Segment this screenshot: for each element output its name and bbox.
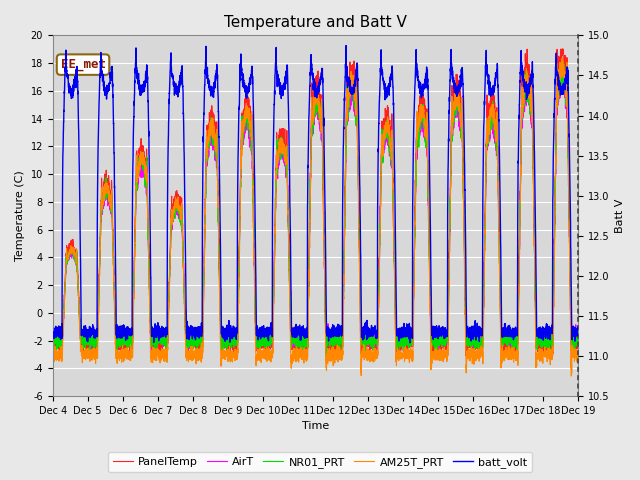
batt_volt	[406, 340, 414, 346]
AirT	[557, 61, 564, 67]
PanelTemp	[574, 336, 582, 341]
AirT	[463, 341, 470, 347]
AM25T_PRT	[463, 357, 470, 363]
batt_volt	[143, 71, 151, 76]
NR01_PRT	[322, 354, 330, 360]
PanelTemp	[296, 337, 303, 343]
AirT	[404, 337, 412, 343]
AirT	[143, 193, 151, 199]
batt_volt	[49, 331, 56, 337]
batt_volt	[296, 328, 303, 334]
AM25T_PRT	[296, 348, 303, 354]
Line: PanelTemp: PanelTemp	[52, 49, 578, 359]
Line: AM25T_PRT: AM25T_PRT	[52, 58, 578, 376]
NR01_PRT	[574, 334, 582, 339]
AM25T_PRT	[404, 355, 412, 361]
PanelTemp	[143, 165, 151, 170]
Text: EE_met: EE_met	[61, 58, 106, 71]
Y-axis label: Batt V: Batt V	[615, 199, 625, 233]
Y-axis label: Temperature (C): Temperature (C)	[15, 170, 25, 261]
PanelTemp	[404, 335, 412, 340]
batt_volt	[433, 331, 441, 336]
PanelTemp	[433, 350, 441, 356]
batt_volt	[574, 330, 582, 336]
AM25T_PRT	[49, 349, 56, 355]
batt_volt	[404, 322, 412, 327]
PanelTemp	[574, 334, 582, 339]
NR01_PRT	[574, 336, 582, 342]
AM25T_PRT	[143, 181, 151, 187]
NR01_PRT	[463, 337, 470, 343]
AM25T_PRT	[433, 355, 441, 360]
PanelTemp	[463, 346, 470, 352]
AM25T_PRT	[568, 373, 575, 379]
NR01_PRT	[49, 335, 56, 340]
Line: AirT: AirT	[52, 64, 578, 350]
Legend: PanelTemp, AirT, NR01_PRT, AM25T_PRT, batt_volt: PanelTemp, AirT, NR01_PRT, AM25T_PRT, ba…	[108, 452, 532, 472]
Line: batt_volt: batt_volt	[52, 46, 578, 343]
batt_volt	[342, 43, 350, 48]
AM25T_PRT	[574, 349, 582, 355]
PanelTemp	[49, 339, 56, 345]
batt_volt	[574, 329, 582, 335]
AM25T_PRT	[574, 349, 582, 355]
AirT	[436, 348, 444, 353]
AirT	[433, 338, 441, 344]
Title: Temperature and Batt V: Temperature and Batt V	[224, 15, 407, 30]
AM25T_PRT	[559, 55, 566, 61]
NR01_PRT	[556, 60, 564, 65]
AirT	[574, 329, 582, 335]
AirT	[49, 332, 56, 338]
AirT	[574, 334, 582, 339]
NR01_PRT	[143, 179, 151, 184]
PanelTemp	[568, 356, 575, 361]
batt_volt	[463, 325, 471, 331]
NR01_PRT	[404, 340, 412, 346]
AirT	[296, 331, 303, 337]
NR01_PRT	[433, 343, 441, 348]
Line: NR01_PRT: NR01_PRT	[52, 62, 578, 357]
NR01_PRT	[296, 333, 303, 339]
PanelTemp	[524, 47, 531, 52]
X-axis label: Time: Time	[301, 421, 329, 432]
